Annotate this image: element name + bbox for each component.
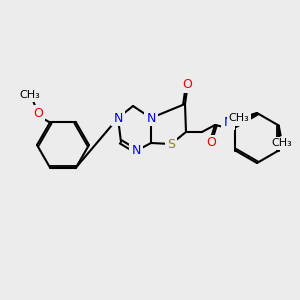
- Text: H: H: [230, 112, 240, 124]
- Text: O: O: [206, 136, 216, 149]
- Text: CH₃: CH₃: [20, 91, 40, 100]
- Text: S: S: [167, 137, 175, 151]
- Text: N: N: [131, 145, 141, 158]
- Text: O: O: [33, 107, 43, 120]
- Text: N: N: [113, 112, 123, 124]
- Text: CH₃: CH₃: [229, 113, 249, 123]
- Text: O: O: [182, 79, 192, 92]
- Text: CH₃: CH₃: [271, 139, 292, 148]
- Text: N: N: [223, 116, 233, 128]
- Text: N: N: [146, 112, 156, 124]
